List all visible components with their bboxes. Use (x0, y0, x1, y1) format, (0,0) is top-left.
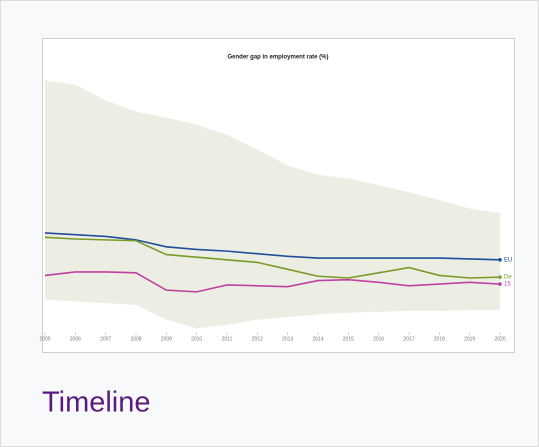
x-tick-label: 2012 (252, 336, 263, 342)
x-tick-label: 2017 (403, 336, 414, 342)
series-label: 15 (504, 282, 511, 288)
x-tick-label: 2006 (70, 336, 81, 342)
x-tick-label: 2010 (191, 336, 202, 342)
series-label: De (504, 275, 512, 281)
x-tick-label: 2014 (312, 336, 323, 342)
x-tick-label: 2016 (373, 336, 384, 342)
series-line (44, 232, 501, 261)
series-end-point (498, 258, 502, 262)
series-end-point (498, 282, 502, 286)
x-tick-label: 2005 (39, 336, 50, 342)
series-label: EU (504, 257, 512, 263)
x-tick-label: 2013 (282, 336, 293, 342)
series-line (44, 271, 501, 293)
series-line (44, 236, 501, 279)
card-title[interactable]: Timeline (42, 387, 151, 419)
chart-title: Gender gap in employment rate (%) (227, 55, 328, 61)
x-tick-label: 2011 (222, 336, 233, 342)
x-tick-label: 2015 (343, 336, 354, 342)
range-area (45, 80, 500, 329)
series-end-point (498, 275, 502, 279)
x-tick-label: 2007 (100, 336, 111, 342)
x-tick-label: 2009 (161, 336, 172, 342)
x-tick-label: 2020 (494, 336, 505, 342)
x-tick-label: 2008 (130, 336, 141, 342)
x-tick-label: 2019 (464, 336, 475, 342)
x-tick-label: 2018 (434, 336, 445, 342)
